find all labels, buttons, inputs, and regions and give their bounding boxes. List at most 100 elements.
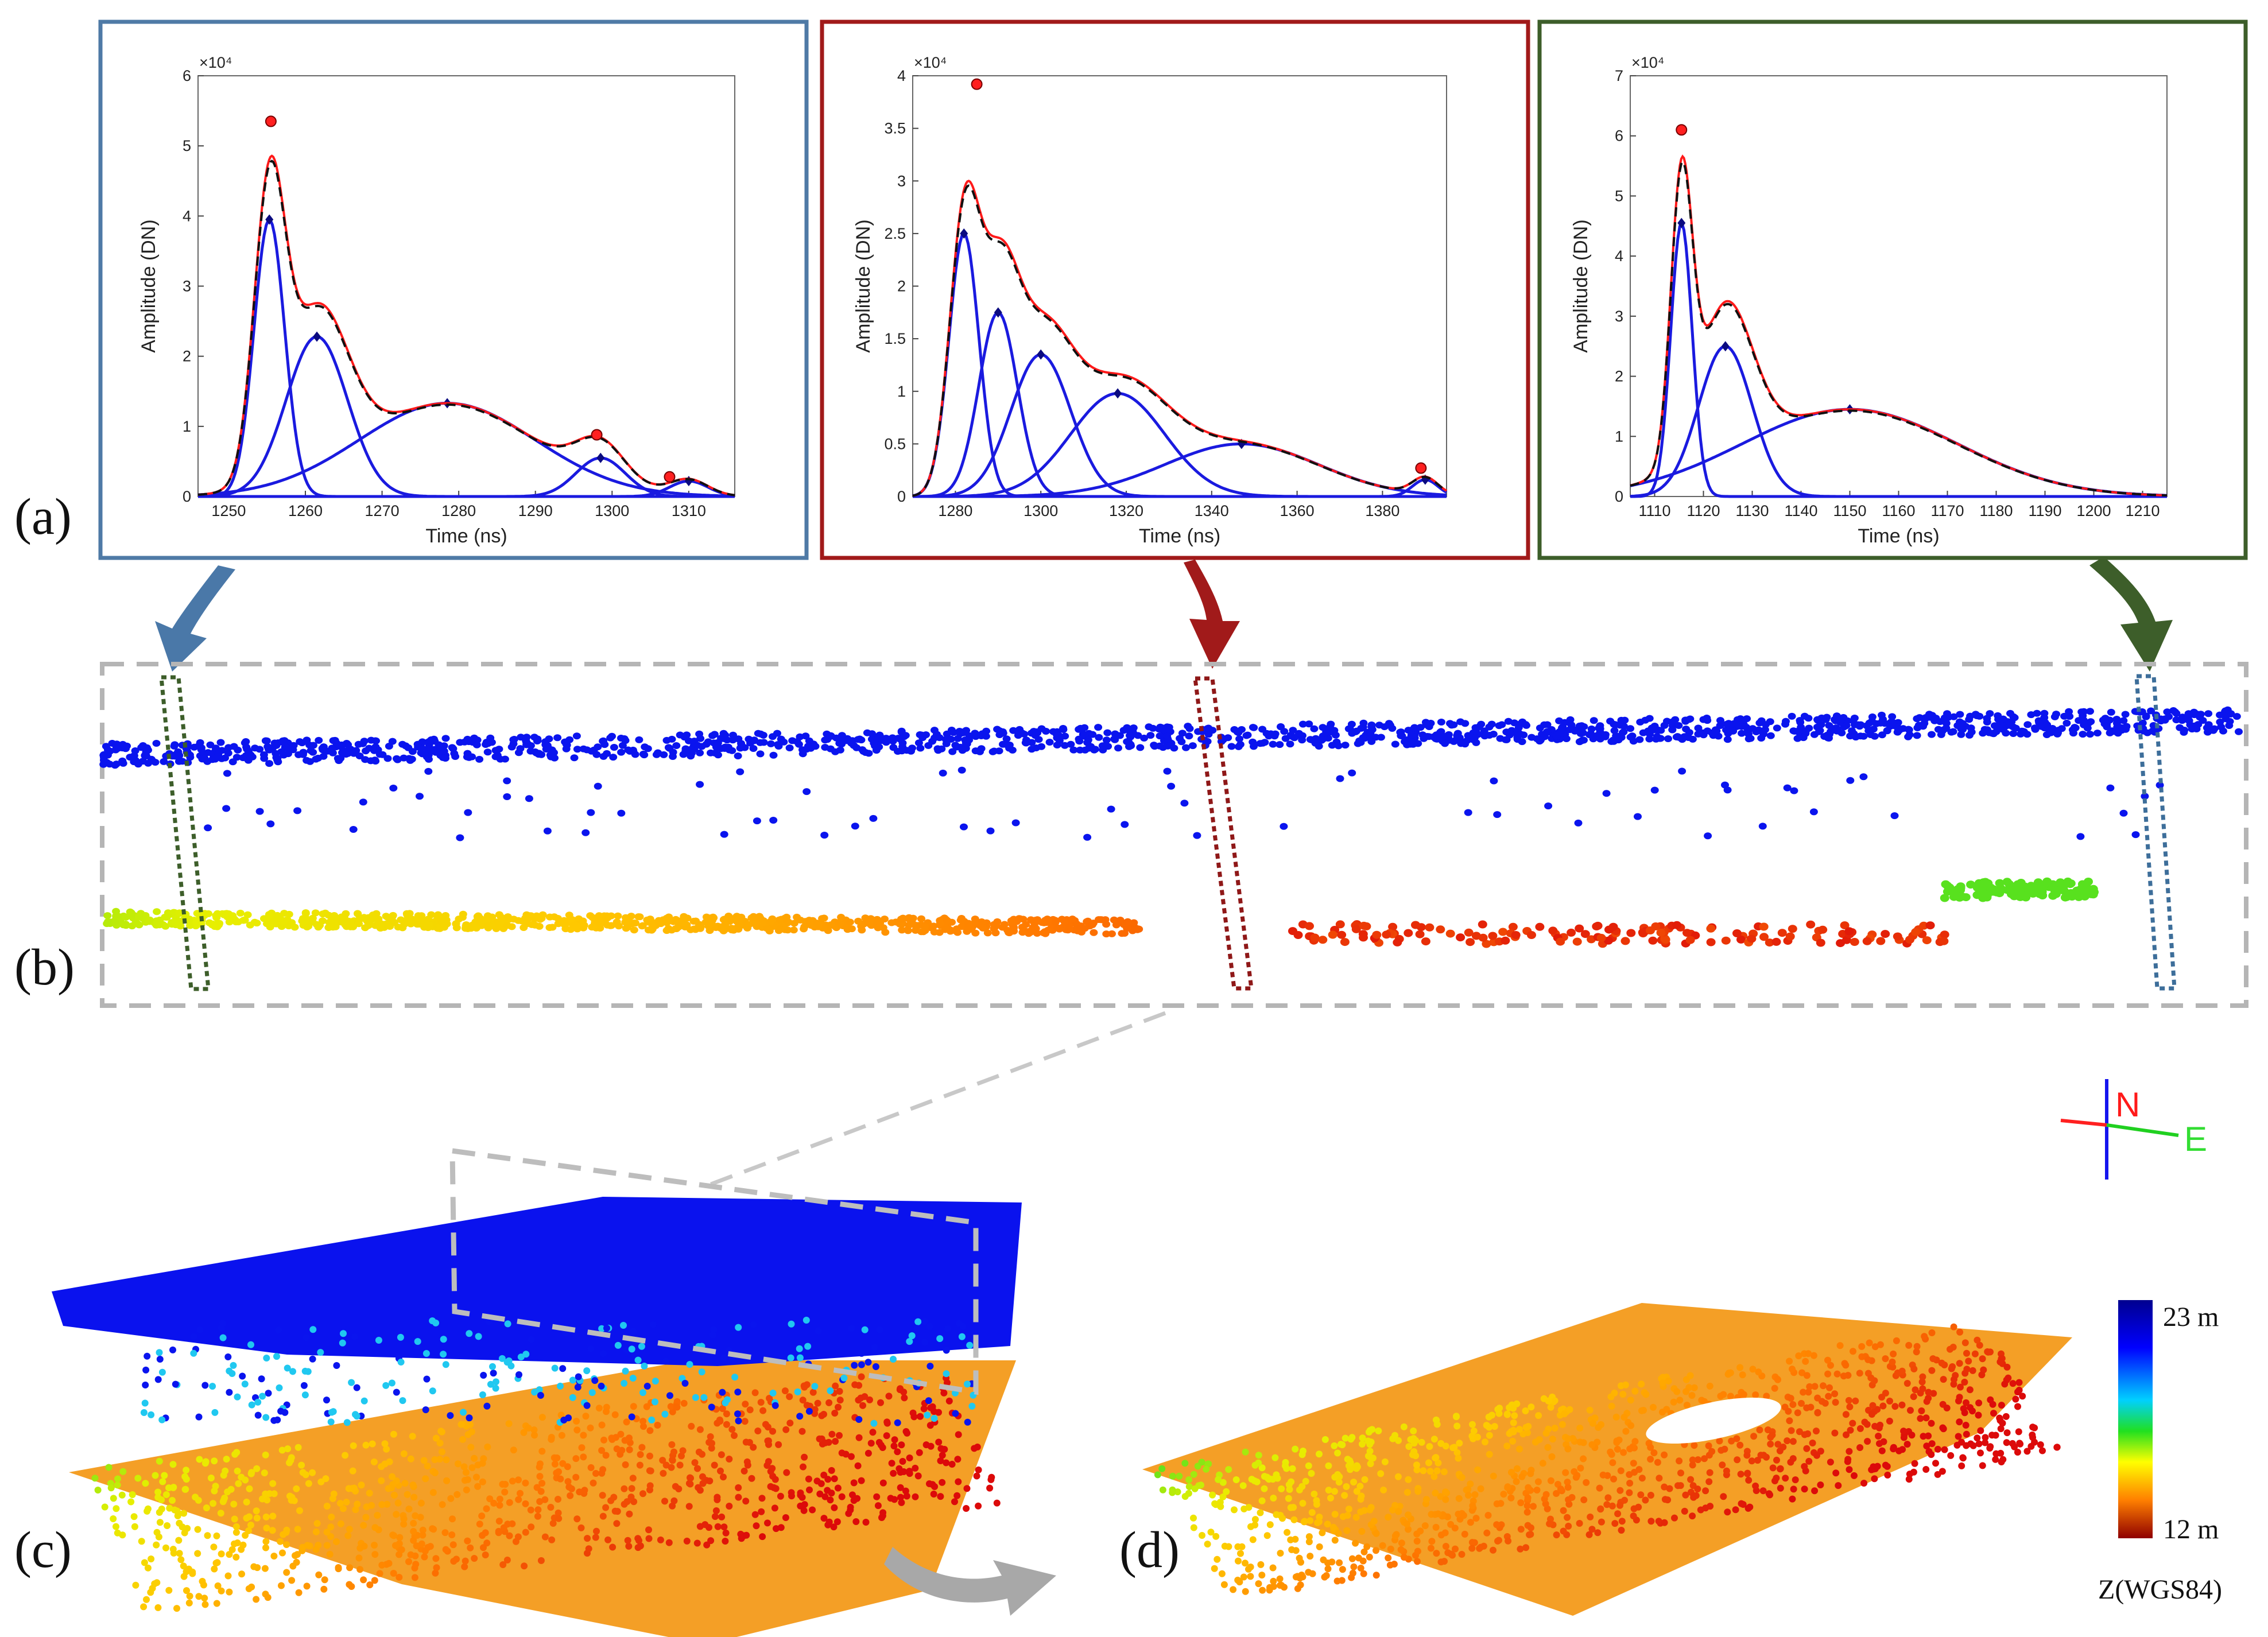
ground-point: [459, 1436, 467, 1443]
ground-point: [248, 1583, 255, 1591]
ground-point: [614, 912, 622, 920]
ground-point: [1553, 1490, 1560, 1497]
water-point: [1425, 733, 1433, 740]
ground-point: [1736, 935, 1746, 944]
water-point: [1580, 736, 1588, 744]
water-point: [815, 1327, 822, 1335]
water-point: [435, 741, 443, 748]
ground-point: [324, 924, 333, 931]
ground-point: [103, 920, 111, 928]
ground-point: [264, 1594, 272, 1601]
ground-point: [319, 917, 327, 925]
water-point: [1993, 724, 2002, 731]
ground-point: [1806, 920, 1816, 929]
ground-point: [1223, 1488, 1230, 1495]
water-point: [483, 748, 492, 756]
y-axis-label: Amplitude (DN): [852, 219, 874, 352]
ground-point: [1925, 1388, 1932, 1396]
ground-point: [877, 1399, 884, 1406]
water-point: [827, 1387, 834, 1394]
ground-point: [930, 1491, 937, 1498]
water-point: [617, 809, 626, 817]
water-point: [635, 736, 643, 743]
component-peak-marker: [1721, 341, 1730, 352]
ground-point: [1654, 1458, 1661, 1466]
ground-point: [371, 1542, 378, 1549]
ground-point: [461, 1563, 468, 1570]
water-point: [385, 743, 393, 750]
ground-point: [1925, 1395, 1932, 1402]
ground-point: [1846, 1448, 1853, 1455]
ground-point: [342, 923, 351, 930]
ground-point: [1963, 1442, 1970, 1449]
water-point: [583, 746, 591, 754]
ground-point: [1595, 1424, 1602, 1431]
x-tick-label: 1280: [938, 502, 972, 519]
ground-point: [732, 913, 741, 920]
ground-point: [417, 1499, 425, 1507]
ground-point: [1207, 1529, 1215, 1536]
water-point: [1678, 767, 1687, 775]
ground-point: [1814, 1394, 1821, 1402]
component-peak-marker: [994, 307, 1002, 318]
ground-point: [662, 917, 670, 925]
ground-point: [1745, 1476, 1753, 1484]
ground-point: [1010, 924, 1018, 931]
ground-point: [1642, 1496, 1649, 1504]
water-point: [1596, 725, 1604, 732]
ground-point: [253, 1465, 261, 1472]
ground-point: [1959, 1454, 1967, 1461]
water-point: [1441, 740, 1449, 747]
waveform-peak-marker: [1676, 124, 1688, 136]
ground-point: [241, 917, 249, 924]
ground-point: [154, 1488, 162, 1496]
ground-point: [1542, 1430, 1550, 1437]
ground-point: [1996, 1417, 2004, 1424]
water-point: [1088, 731, 1097, 738]
water-point: [1757, 718, 1766, 726]
water-point: [1766, 718, 1774, 726]
ground-point: [1133, 926, 1142, 933]
ground-point: [1363, 1543, 1371, 1550]
ground-point: [390, 1491, 398, 1499]
water-point: [464, 809, 472, 816]
ground-point: [797, 1491, 804, 1499]
ground-point: [1874, 1463, 1881, 1470]
ground-point: [1598, 1518, 1605, 1526]
ground-point: [1350, 1479, 1358, 1486]
ground-point: [1509, 1437, 1517, 1445]
ground-point: [140, 1603, 148, 1611]
ground-point: [522, 911, 531, 918]
ground-point: [1442, 1543, 1449, 1550]
water-point: [955, 728, 964, 735]
ground-point: [1903, 1380, 1911, 1387]
ground-point: [1878, 1447, 1886, 1454]
ground-point: [782, 1514, 789, 1521]
water-point: [788, 1320, 795, 1328]
ground-point: [1956, 1418, 1963, 1426]
ground-point: [2029, 1432, 2036, 1438]
ground-point: [776, 926, 784, 933]
ground-point: [831, 1504, 838, 1511]
ground-point: [580, 1432, 587, 1439]
ground-point: [1095, 916, 1103, 924]
water-point: [190, 1349, 197, 1357]
ground-point: [1482, 1438, 1488, 1446]
ground-point: [1343, 1483, 1350, 1490]
ground-point: [1920, 1433, 1927, 1440]
ground-point: [668, 1441, 676, 1448]
water-point: [1359, 719, 1368, 727]
water-point: [908, 1332, 916, 1340]
water-point: [169, 1346, 176, 1353]
ground-point: [678, 1452, 685, 1460]
ground-point: [630, 1403, 637, 1410]
ground-point: [1058, 916, 1066, 923]
water-point: [1849, 717, 1858, 724]
ground-point: [1323, 1572, 1330, 1579]
ground-point: [767, 1468, 774, 1475]
plot-area: [912, 75, 1447, 497]
ground-point: [2003, 1429, 2011, 1437]
x-tick-label: 1170: [1930, 502, 1964, 519]
ground-point: [1493, 1521, 1501, 1529]
ground-point: [1575, 924, 1584, 933]
